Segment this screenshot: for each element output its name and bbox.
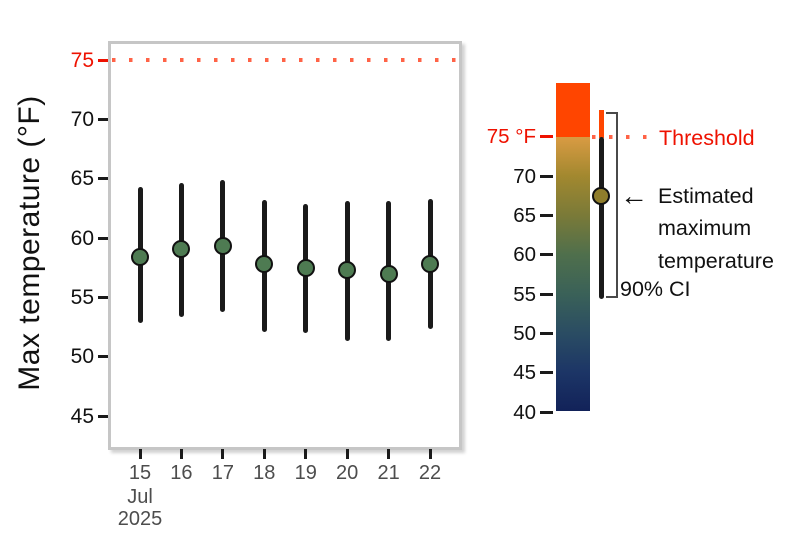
ci-bracket-bottom-arm (606, 296, 618, 298)
legend-estimate-label-line2: maximum (658, 216, 752, 240)
x-axis-tick-label: 15 (128, 462, 152, 484)
x-axis-tick-label: 21 (377, 462, 400, 484)
data-point (255, 255, 274, 274)
y-axis-tick (98, 236, 108, 240)
y-axis-tick (98, 414, 108, 418)
y-axis-tick (98, 295, 108, 299)
x-axis-tick (428, 449, 432, 459)
ci-bracket-vertical (616, 112, 618, 298)
legend-colorbar-tick-label: 40 (513, 400, 536, 424)
x-axis-tick (304, 449, 308, 459)
y-axis-tick (98, 58, 108, 62)
x-axis-tick (345, 449, 349, 459)
data-point (379, 264, 398, 283)
left-arrow-icon: ← (620, 180, 648, 211)
legend-threshold-dotted-line (592, 135, 654, 139)
legend-estimate-label-line1: Estimated (658, 184, 754, 208)
legend-colorbar-tick-label: 55 (513, 282, 536, 306)
legend-colorbar-tick (540, 253, 553, 257)
x-axis-month-label: Jul (127, 486, 153, 508)
data-point (296, 258, 315, 277)
y-axis-tick-label: 75 (70, 48, 94, 72)
legend-colorbar-tick-label: 65 (513, 203, 536, 227)
data-point (172, 239, 191, 258)
y-axis-tick-label: 65 (70, 167, 94, 191)
ci-bracket-top-arm (606, 112, 618, 114)
threshold-line (111, 58, 458, 63)
y-axis-tick-label: 50 (70, 345, 94, 369)
x-axis-tick-label: 19 (294, 462, 317, 484)
data-point (131, 247, 149, 266)
legend-example-bar-above-threshold (598, 110, 604, 138)
legend-colorbar-tick-label: 50 (513, 322, 536, 346)
x-axis-tick (179, 449, 183, 459)
x-axis-tick-label: 17 (211, 462, 234, 484)
x-axis-tick-label: 18 (253, 462, 276, 484)
x-axis-tick-label: 20 (336, 462, 359, 484)
x-axis-tick-label: 16 (170, 462, 193, 484)
legend-colorbar-tick (540, 135, 553, 139)
legend-colorbar-tick-label: 75 °F (486, 125, 536, 149)
legend-colorbar-tick (540, 292, 553, 296)
y-axis-tick (98, 117, 108, 121)
legend-colorbar-tick-label: 60 (513, 243, 536, 267)
x-axis-tick (262, 449, 266, 459)
legend-estimate-label-line3: temperature (658, 249, 774, 273)
legend-example-bar-ci (598, 137, 604, 299)
x-axis-year-label: 2025 (117, 508, 163, 530)
plot-panel (108, 41, 462, 450)
legend-example-point (592, 187, 610, 205)
legend-colorbar-tick (540, 371, 553, 375)
x-axis-tick-label: 22 (418, 462, 442, 484)
legend-colorbar (556, 83, 590, 411)
y-axis-tick (98, 177, 108, 181)
legend-colorbar-tick (540, 410, 553, 414)
legend-colorbar-tick (540, 213, 553, 217)
x-axis-tick (221, 449, 225, 459)
legend-colorbar-tick-label: 70 (513, 164, 536, 188)
y-axis-tick (98, 355, 108, 359)
y-axis-tick-label: 45 (70, 404, 94, 428)
x-axis-tick (138, 449, 142, 459)
legend-colorbar-tick (540, 174, 553, 178)
y-axis-tick-label: 60 (70, 226, 94, 250)
data-point (338, 261, 357, 280)
legend-ci-label: 90% CI (620, 277, 691, 301)
y-axis-tick-label: 55 (70, 285, 94, 309)
legend-colorbar-tick-label: 45 (513, 361, 536, 385)
data-point (421, 255, 439, 274)
legend-threshold-label: Threshold (659, 126, 755, 150)
x-axis-tick (387, 449, 391, 459)
legend-colorbar-tick (540, 332, 553, 336)
y-axis-tick-label: 70 (70, 107, 94, 131)
data-point (213, 237, 232, 256)
